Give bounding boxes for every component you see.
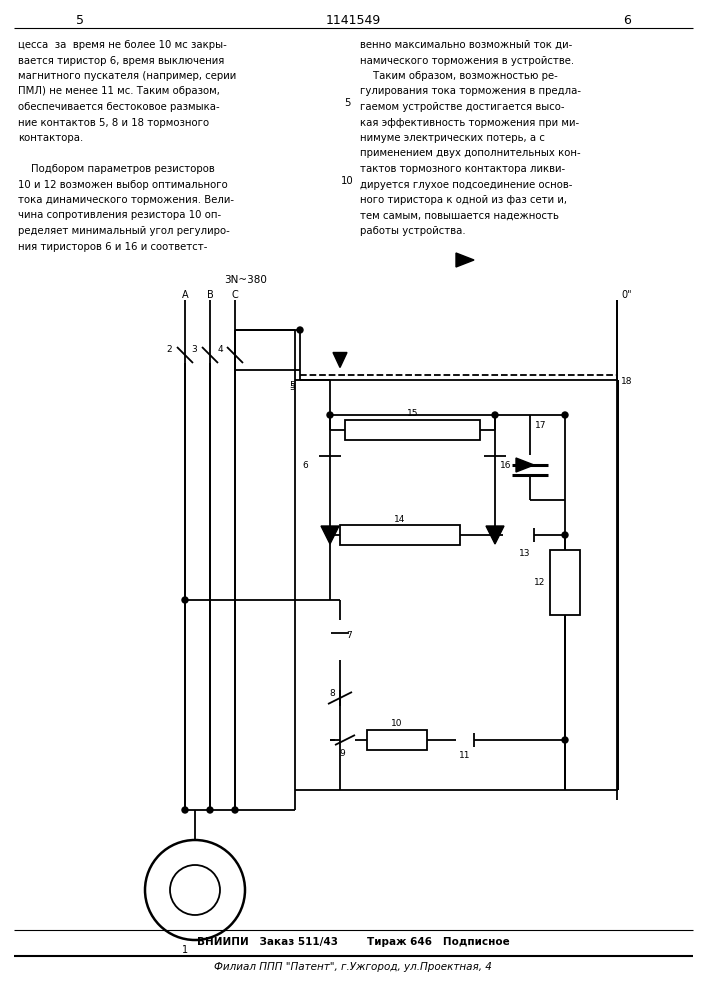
Circle shape [562, 532, 568, 538]
Circle shape [562, 737, 568, 743]
Text: тока динамического торможения. Вели-: тока динамического торможения. Вели- [18, 195, 234, 205]
Circle shape [327, 412, 333, 418]
Text: нимуме электрических потерь, а с: нимуме электрических потерь, а с [360, 133, 545, 143]
Text: 18: 18 [621, 376, 633, 385]
Text: чина сопротивления резистора 10 оп-: чина сопротивления резистора 10 оп- [18, 211, 221, 221]
Text: кая эффективность торможения при ми-: кая эффективность торможения при ми- [360, 117, 579, 127]
Text: 5: 5 [289, 383, 295, 392]
Text: ния тиристоров 6 и 16 и соответст-: ния тиристоров 6 и 16 и соответст- [18, 241, 207, 251]
Text: 12: 12 [534, 578, 545, 587]
Text: 7: 7 [346, 631, 352, 640]
Text: 16: 16 [500, 460, 511, 470]
Text: 5: 5 [344, 98, 350, 108]
Text: Таким образом, возможностью ре-: Таким образом, возможностью ре- [360, 71, 558, 81]
Text: 10: 10 [391, 720, 403, 728]
Text: B: B [206, 290, 214, 300]
Text: Филиал ППП "Патент", г.Ужгород, ул.Проектная, 4: Филиал ППП "Патент", г.Ужгород, ул.Проек… [214, 962, 492, 972]
Text: контактора.: контактора. [18, 133, 83, 143]
Text: C: C [232, 290, 238, 300]
Text: ного тиристора к одной из фаз сети и,: ного тиристора к одной из фаз сети и, [360, 195, 567, 205]
Text: 5: 5 [76, 13, 84, 26]
Polygon shape [456, 253, 474, 267]
Circle shape [182, 807, 188, 813]
Text: ределяет минимальный угол регулиро-: ределяет минимальный угол регулиро- [18, 226, 230, 236]
Polygon shape [321, 526, 339, 544]
Circle shape [232, 807, 238, 813]
Bar [367, 730, 427, 750]
Circle shape [492, 532, 498, 538]
Text: вается тиристор 6, время выключения: вается тиристор 6, время выключения [18, 55, 224, 66]
Circle shape [182, 597, 188, 603]
Text: 5: 5 [289, 380, 295, 389]
Text: тактов тормозного контактора ликви-: тактов тормозного контактора ликви- [360, 164, 565, 174]
Text: 2: 2 [166, 344, 172, 354]
Circle shape [297, 327, 303, 333]
Text: тем самым, повышается надежность: тем самым, повышается надежность [360, 211, 559, 221]
Text: 1: 1 [182, 945, 188, 955]
Text: 15: 15 [407, 410, 419, 418]
Circle shape [562, 412, 568, 418]
Text: 3N~380: 3N~380 [224, 275, 267, 285]
Polygon shape [486, 526, 504, 544]
Bar [340, 525, 460, 545]
Text: 17: 17 [535, 420, 547, 430]
Circle shape [207, 807, 213, 813]
Text: Подбором параметров резисторов: Подбором параметров резисторов [18, 164, 215, 174]
Text: 9: 9 [339, 750, 345, 758]
Circle shape [327, 532, 333, 538]
Polygon shape [516, 458, 534, 472]
Text: гаемом устройстве достигается высо-: гаемом устройстве достигается высо- [360, 102, 564, 112]
Text: ние контактов 5, 8 и 18 тормозного: ние контактов 5, 8 и 18 тормозного [18, 117, 209, 127]
Text: 0": 0" [621, 290, 631, 300]
Text: 14: 14 [395, 514, 406, 524]
Text: гулирования тока торможения в предла-: гулирования тока торможения в предла- [360, 87, 581, 97]
Text: цесса  за  время не более 10 мс закры-: цесса за время не более 10 мс закры- [18, 40, 227, 50]
Circle shape [492, 412, 498, 418]
Text: намического торможения в устройстве.: намического торможения в устройстве. [360, 55, 574, 66]
Text: 6: 6 [303, 460, 308, 470]
Text: 8: 8 [329, 688, 335, 698]
Text: 10 и 12 возможен выбор оптимального: 10 и 12 возможен выбор оптимального [18, 180, 228, 190]
Text: A: A [182, 290, 188, 300]
Text: работы устройства.: работы устройства. [360, 226, 466, 236]
Text: 1141549: 1141549 [325, 13, 380, 26]
Polygon shape [333, 353, 347, 367]
Text: 3: 3 [192, 344, 197, 354]
Text: обеспечивается бестоковое размыка-: обеспечивается бестоковое размыка- [18, 102, 220, 112]
Text: 13: 13 [519, 548, 531, 558]
Text: ПМЛ) не менее 11 мс. Таким образом,: ПМЛ) не менее 11 мс. Таким образом, [18, 87, 220, 97]
Text: магнитного пускателя (например, серии: магнитного пускателя (например, серии [18, 71, 236, 81]
Text: 10: 10 [341, 176, 354, 186]
Text: дируется глухое подсоединение основ-: дируется глухое подсоединение основ- [360, 180, 573, 190]
Text: 4: 4 [217, 344, 223, 354]
Text: 11: 11 [460, 752, 471, 760]
Bar [345, 420, 480, 440]
Text: венно максимально возможный ток ди-: венно максимально возможный ток ди- [360, 40, 572, 50]
Text: применением двух дополнительных кон-: применением двух дополнительных кон- [360, 148, 580, 158]
Text: ВНИИПИ   Заказ 511/43        Тираж 646   Подписное: ВНИИПИ Заказ 511/43 Тираж 646 Подписное [197, 937, 509, 947]
Bar [550, 550, 580, 615]
Text: 6: 6 [623, 13, 631, 26]
